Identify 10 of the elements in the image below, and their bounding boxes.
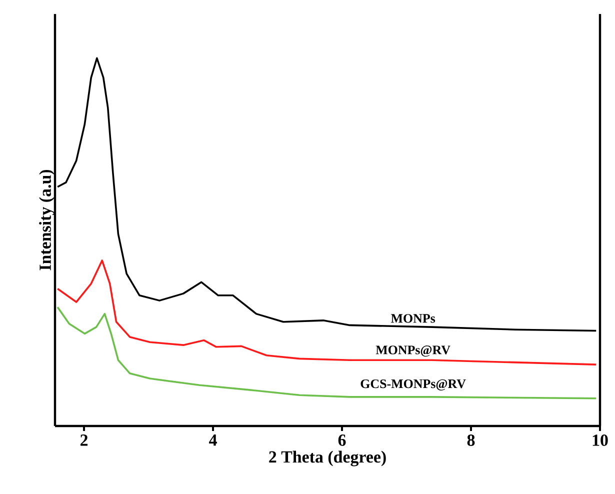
- y-axis-title: Intensity (a.u): [39, 170, 54, 270]
- series-label: MONPs@RV: [376, 346, 450, 357]
- x-tick-label: 2: [80, 434, 88, 446]
- x-tick-label: 4: [209, 434, 217, 446]
- x-tick-label: 8: [467, 434, 475, 446]
- x-tick-label: 6: [338, 434, 346, 446]
- x-tick-label: 10: [592, 434, 608, 446]
- series-label: GCS-MONPs@RV: [360, 379, 466, 390]
- x-axis-title: 2 Theta (degree): [269, 450, 386, 466]
- series-label: MONPs: [390, 314, 436, 323]
